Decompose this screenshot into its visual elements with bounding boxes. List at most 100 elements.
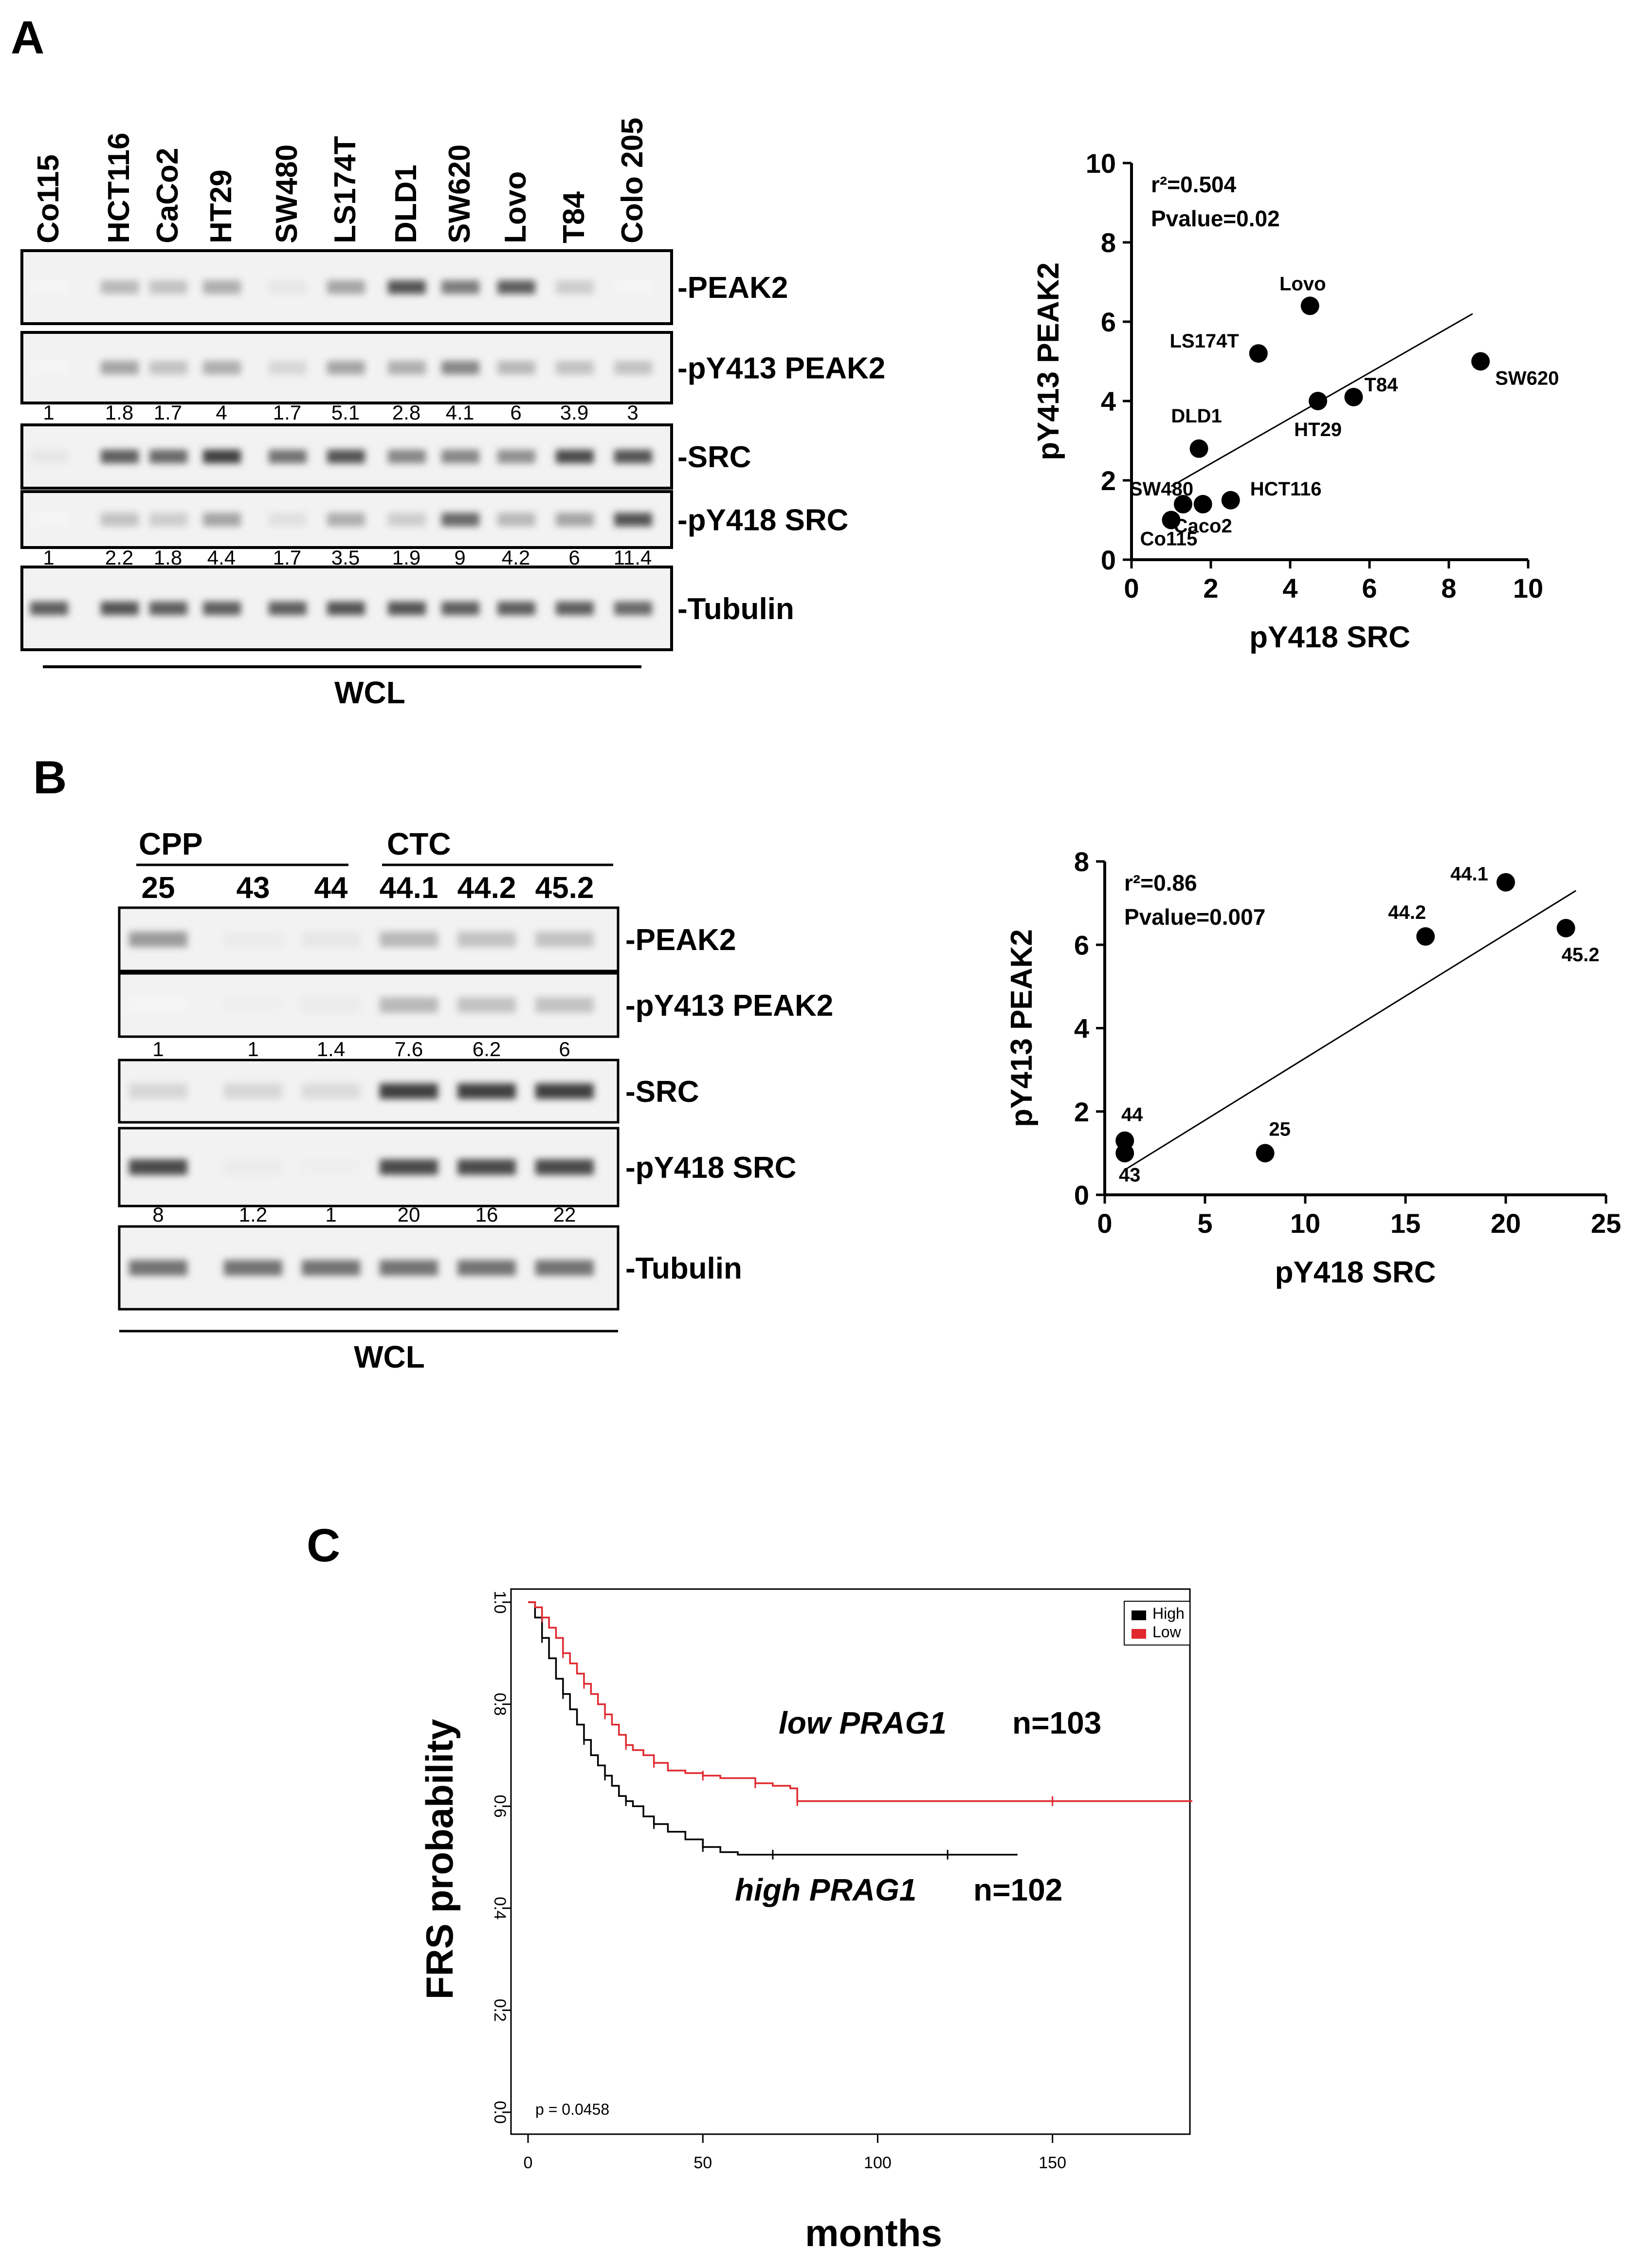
scatter-chart-b: 0 5 10 15 20 25 0 2 4 6 8 pY418 SRC pY413 PEAK2 r²=0.… (1005, 846, 1621, 1289)
y-tick-label: 2 (1074, 1097, 1089, 1127)
x-axis-label: pY418 SRC (1249, 621, 1410, 654)
blot-band (101, 602, 139, 615)
blot-band (269, 602, 307, 615)
x-tick-label: 5 (1197, 1208, 1212, 1239)
blot-band (302, 1083, 360, 1099)
blot-band (614, 512, 652, 527)
blot-band (203, 512, 241, 527)
blot-band (380, 1159, 438, 1175)
point-label: 44 (1121, 1104, 1143, 1126)
survival-curve-high (528, 1601, 1018, 1856)
blot-band (535, 1159, 594, 1175)
data-point (1497, 873, 1515, 892)
point-label: 25 (1269, 1118, 1291, 1140)
quant-value: 3.5 (331, 546, 360, 569)
blot-band (535, 1260, 594, 1276)
blot-band (327, 512, 365, 527)
point-label: 45.2 (1562, 944, 1600, 966)
blot-label: -pY418 SRC (625, 1151, 796, 1185)
blot-band (388, 280, 426, 294)
data-point (1471, 352, 1490, 371)
blot-band (556, 512, 594, 527)
data-point (1173, 494, 1192, 513)
quant-value: 6.2 (473, 1038, 501, 1061)
quant-value: 1 (152, 1038, 164, 1061)
point-label: HT29 (1294, 419, 1342, 440)
wcl-label-a: WCL (334, 675, 405, 710)
quant-value: 1.2 (239, 1203, 267, 1226)
y-tick-label: 0.6 (491, 1795, 509, 1818)
x-axis-label: months (805, 2212, 942, 2254)
x-tick-label: 2 (1203, 573, 1218, 604)
blot-label: -pY413 PEAK2 (625, 989, 833, 1023)
quant-value: 1 (247, 1038, 258, 1061)
blot-band (457, 1260, 516, 1276)
point-label: HCT116 (1250, 478, 1322, 500)
scatter-chart-a: 0 2 4 6 8 10 0 2 4 6 8 10 pY418 SRC pY413 PEAK2 r²=0.5… (1032, 148, 1559, 654)
y-axis-label: FRS probability (418, 1719, 461, 1999)
p-value-text: p = 0.0458 (535, 2101, 609, 2118)
blot-frame (118, 1059, 620, 1124)
point-label: Lovo (1279, 273, 1326, 294)
y-tick-label: 8 (1101, 227, 1116, 258)
group-label-cpp: CPP (139, 826, 203, 861)
lane-label: Colo 205 (616, 118, 649, 243)
quant-value: 1.9 (392, 546, 420, 569)
blot-band (441, 602, 479, 615)
y-tick-label: 4 (1101, 386, 1116, 417)
quant-value: 11.4 (614, 546, 652, 569)
quant-value: 4.4 (207, 546, 236, 569)
blot-band (388, 450, 426, 463)
x-tick-label: 6 (1362, 573, 1377, 604)
stat-text: r²=0.86 (1124, 870, 1197, 896)
data-point (1115, 1131, 1134, 1150)
y-tick-label: 10 (1086, 148, 1116, 179)
data-point (1193, 494, 1212, 513)
blot-band (614, 602, 652, 615)
group-label-ctc: CTC (387, 826, 451, 861)
annotation-group: high PRAG1 (735, 1872, 916, 1907)
x-tick-label: 0 (1097, 1208, 1112, 1239)
blot-frame (118, 906, 620, 972)
blot-band (129, 1260, 187, 1276)
point-label: Caco2 (1174, 515, 1232, 537)
blot-band (614, 280, 652, 294)
blot-label: -pY418 SRC (677, 504, 848, 537)
point-label: 44.1 (1450, 863, 1488, 885)
stat-text: Pvalue=0.02 (1151, 206, 1280, 231)
point-label: SW480 (1130, 478, 1193, 500)
data-point (1300, 296, 1319, 315)
y-tick-label: 0.8 (491, 1693, 509, 1716)
lane-label: 43 (237, 871, 270, 905)
quant-value: 1.7 (273, 546, 301, 569)
x-tick-label: 0 (524, 2154, 533, 2172)
blot-band (380, 932, 438, 947)
blot-band (497, 450, 535, 463)
blot-band (380, 1260, 438, 1276)
stat-text: r²=0.504 (1151, 172, 1237, 197)
blot-band (101, 280, 139, 294)
quant-value: 2.2 (105, 546, 133, 569)
point-label: Co115 (1140, 529, 1198, 550)
point-label: SW620 (1495, 368, 1559, 389)
blot-band (535, 932, 594, 947)
blot-frame (118, 972, 620, 1038)
annotation-n: n=102 (973, 1872, 1062, 1907)
data-point (1344, 387, 1363, 406)
lane-label: 44.2 (457, 871, 516, 905)
blot-band (30, 280, 68, 294)
y-tick-label: 0 (1101, 545, 1116, 575)
point-label: T84 (1364, 374, 1398, 396)
y-tick-label: 0 (1074, 1180, 1089, 1210)
blot-label: -SRC (625, 1075, 699, 1109)
quant-value: 1 (43, 401, 54, 424)
quant-value: 4.2 (502, 546, 530, 569)
data-point (1556, 919, 1575, 937)
blot-band (497, 280, 535, 294)
panel-c: C 0.0 0.2 0.4 0.6 0.8 1.0 0 50 100 150 months FRS p… (307, 1519, 1192, 2254)
lane-label: T84 (557, 191, 591, 243)
blot-band (535, 997, 594, 1013)
blot-band (302, 932, 360, 947)
y-tick-label: 0.2 (491, 1999, 509, 2022)
